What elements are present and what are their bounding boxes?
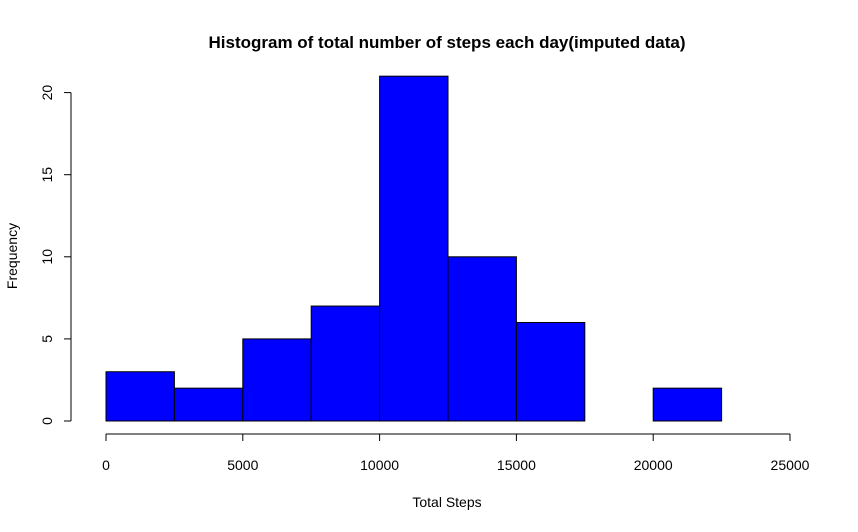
y-tick-label-10: 10 bbox=[39, 249, 55, 265]
y-axis: 0 5 10 15 20 bbox=[39, 85, 72, 425]
x-tick-label-5000: 5000 bbox=[227, 457, 258, 473]
x-tick-label-25000: 25000 bbox=[771, 457, 810, 473]
y-tick-label-15: 15 bbox=[39, 167, 55, 183]
x-axis: 0 5000 10000 15000 20000 25000 bbox=[102, 433, 810, 473]
histogram-bar-5 bbox=[447, 256, 517, 422]
histogram-bar-8 bbox=[652, 387, 723, 422]
x-tick-label-0: 0 bbox=[102, 457, 110, 473]
x-tick-label-10000: 10000 bbox=[360, 457, 399, 473]
histogram-bar-1 bbox=[173, 387, 244, 422]
histogram-bar-2 bbox=[242, 338, 312, 422]
x-tick-label-15000: 15000 bbox=[497, 457, 536, 473]
y-axis-label: Frequency bbox=[4, 223, 20, 289]
histogram-bar-4 bbox=[379, 75, 449, 422]
y-tick-label-5: 5 bbox=[39, 335, 55, 343]
y-tick-label-20: 20 bbox=[39, 85, 55, 101]
histogram-bar-0 bbox=[105, 371, 175, 422]
x-tick-label-20000: 20000 bbox=[634, 457, 673, 473]
histogram-bar-6 bbox=[515, 321, 586, 422]
histogram-bar-3 bbox=[310, 305, 381, 422]
y-tick-label-0: 0 bbox=[39, 417, 55, 425]
x-axis-label: Total Steps bbox=[412, 494, 481, 510]
chart-title: Histogram of total number of steps each … bbox=[208, 33, 685, 52]
bars-group bbox=[105, 75, 723, 422]
